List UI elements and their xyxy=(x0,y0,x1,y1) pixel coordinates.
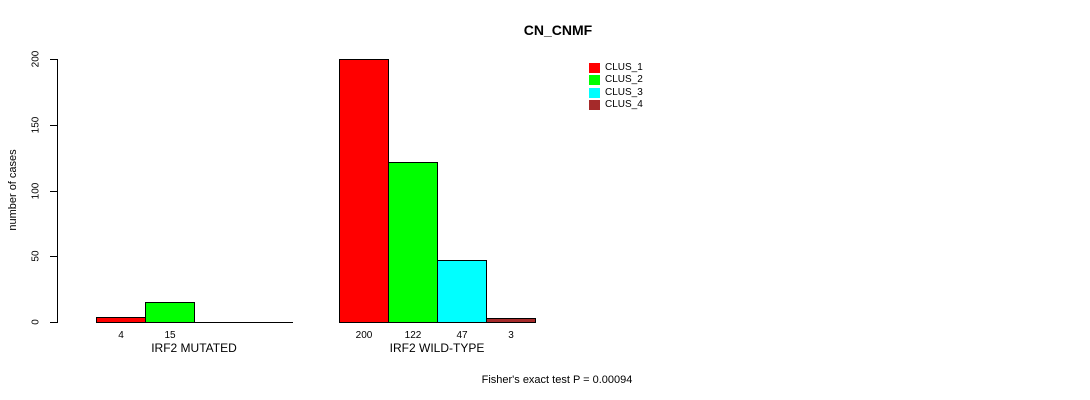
legend-swatch-clus_2 xyxy=(589,75,600,85)
y-axis-line xyxy=(57,59,58,323)
y-axis-tick xyxy=(50,322,57,323)
chart-title: CN_CNMF xyxy=(523,22,593,38)
bar-clus_4 xyxy=(486,318,536,323)
bar-clus_2 xyxy=(388,162,438,323)
bar-value-label: 200 xyxy=(355,330,373,341)
bar-clus_3 xyxy=(437,260,487,323)
y-axis-tick-label: 100 xyxy=(30,182,42,200)
annotation-fisher-test: Fisher's exact test P = 0.00094 xyxy=(481,374,633,386)
bar-clus_1 xyxy=(339,59,389,323)
bar-value-label: 15 xyxy=(164,330,176,341)
y-axis-tick-label: 50 xyxy=(30,250,42,262)
legend-swatch-clus_4 xyxy=(589,100,600,110)
bar-value-label: 3 xyxy=(508,330,514,341)
bar-clus_1 xyxy=(96,317,146,323)
bar-clus_2 xyxy=(145,302,195,323)
group-label: IRF2 WILD-TYPE xyxy=(389,341,485,355)
legend-label-clus_2: CLUS_2 xyxy=(605,74,643,85)
y-axis-tick xyxy=(50,59,57,60)
legend-label-clus_4: CLUS_4 xyxy=(605,99,643,110)
bar-value-label: 47 xyxy=(456,330,468,341)
bar-value-label: 4 xyxy=(118,330,124,341)
legend-swatch-clus_3 xyxy=(589,88,600,98)
y-axis-tick xyxy=(50,191,57,192)
y-axis-tick xyxy=(50,125,57,126)
bar-value-label: 122 xyxy=(404,330,422,341)
y-axis-tick-label: 0 xyxy=(30,319,42,325)
y-axis-label: number of cases xyxy=(7,149,19,231)
legend-label-clus_3: CLUS_3 xyxy=(605,87,643,98)
legend-swatch-clus_1 xyxy=(589,63,600,73)
y-axis-tick xyxy=(50,256,57,257)
group-label: IRF2 MUTATED xyxy=(151,341,237,355)
y-axis-tick-label: 200 xyxy=(30,50,42,68)
y-axis-tick-label: 150 xyxy=(30,116,42,134)
legend-label-clus_1: CLUS_1 xyxy=(605,62,643,73)
